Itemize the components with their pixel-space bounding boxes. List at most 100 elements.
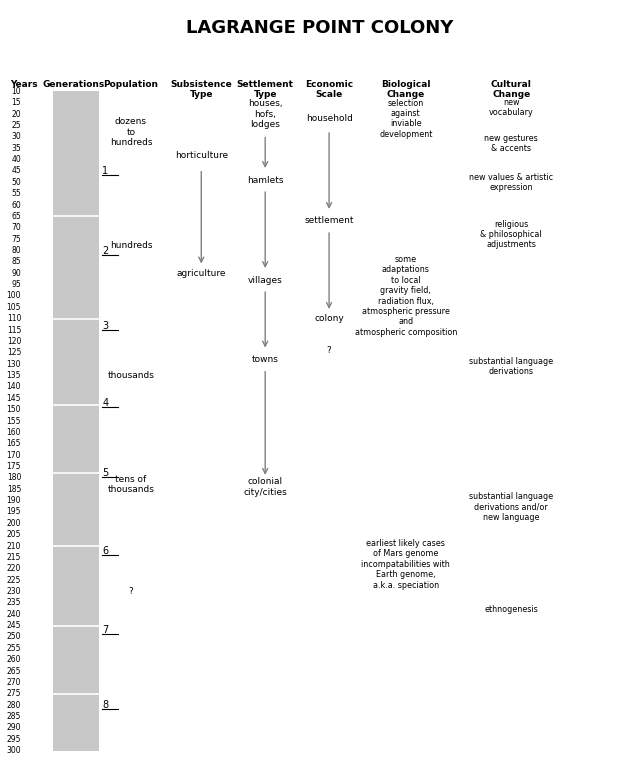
Text: 140: 140 — [6, 383, 21, 392]
Text: colony: colony — [314, 314, 344, 323]
Text: 175: 175 — [6, 462, 21, 471]
Text: 250: 250 — [6, 632, 21, 642]
Text: 210: 210 — [7, 542, 21, 550]
Text: 60: 60 — [12, 200, 21, 210]
Text: 100: 100 — [6, 292, 21, 300]
Text: 260: 260 — [6, 655, 21, 664]
Text: 20: 20 — [12, 110, 21, 119]
Text: Economic
Scale: Economic Scale — [305, 80, 353, 99]
Text: 75: 75 — [12, 235, 21, 244]
Text: 205: 205 — [6, 530, 21, 539]
Text: 220: 220 — [7, 565, 21, 573]
Text: 255: 255 — [6, 644, 21, 653]
Text: 15: 15 — [12, 98, 21, 107]
Bar — [53, 91, 99, 216]
Bar — [53, 473, 99, 546]
Bar — [53, 405, 99, 473]
Text: substantial language
derivations: substantial language derivations — [469, 357, 553, 376]
Text: 1: 1 — [102, 166, 109, 176]
Text: 110: 110 — [7, 314, 21, 323]
Text: 50: 50 — [12, 178, 21, 187]
Text: 115: 115 — [7, 325, 21, 335]
Text: some
adaptations
to local
gravity field,
radiation flux,
atmospheric pressure
an: some adaptations to local gravity field,… — [355, 255, 457, 337]
Text: 155: 155 — [6, 417, 21, 425]
Text: 5: 5 — [102, 469, 109, 479]
Text: 160: 160 — [6, 428, 21, 437]
Text: 295: 295 — [6, 735, 21, 744]
Text: settlement: settlement — [304, 216, 354, 226]
Text: villages: villages — [248, 276, 282, 284]
Text: 245: 245 — [6, 621, 21, 630]
Text: new values & artistic
expression: new values & artistic expression — [469, 173, 553, 192]
Text: 215: 215 — [7, 553, 21, 562]
Bar — [53, 546, 99, 626]
Text: tens of
thousands: tens of thousands — [107, 475, 155, 495]
Text: 3: 3 — [102, 321, 109, 331]
Text: 40: 40 — [12, 155, 21, 164]
Text: household: household — [305, 114, 353, 123]
Text: Generations: Generations — [42, 80, 105, 89]
Text: 7: 7 — [102, 625, 109, 636]
Text: agriculture: agriculture — [176, 269, 226, 277]
Text: 90: 90 — [12, 269, 21, 277]
Text: 275: 275 — [6, 690, 21, 698]
Text: 95: 95 — [12, 280, 21, 289]
Text: 2: 2 — [102, 245, 109, 255]
Text: 25: 25 — [12, 121, 21, 130]
Text: 135: 135 — [6, 371, 21, 380]
Text: religious
& philosophical
adjustments: religious & philosophical adjustments — [481, 219, 542, 249]
Text: Years: Years — [10, 80, 38, 89]
Text: 290: 290 — [6, 723, 21, 732]
Text: 30: 30 — [12, 133, 21, 141]
Text: thousands: thousands — [107, 371, 155, 380]
Bar — [53, 216, 99, 319]
Text: Cultural
Change: Cultural Change — [491, 80, 532, 99]
Text: 200: 200 — [6, 519, 21, 528]
Text: 180: 180 — [7, 473, 21, 482]
Text: 265: 265 — [6, 667, 21, 676]
Text: earliest likely cases
of Mars genome
incompatabilities with
Earth genome,
a.k.a.: earliest likely cases of Mars genome inc… — [362, 539, 450, 590]
Text: 240: 240 — [6, 610, 21, 619]
Text: 70: 70 — [12, 223, 21, 232]
Text: 120: 120 — [7, 337, 21, 346]
Text: 170: 170 — [6, 450, 21, 459]
Text: 80: 80 — [12, 246, 21, 255]
Text: new
vocabulary: new vocabulary — [489, 98, 534, 117]
Text: dozens
to
hundreds: dozens to hundreds — [110, 117, 152, 147]
Text: 165: 165 — [6, 439, 21, 448]
Text: 285: 285 — [7, 712, 21, 721]
Text: 270: 270 — [6, 678, 21, 687]
Text: 225: 225 — [7, 575, 21, 584]
Text: towns: towns — [252, 355, 279, 364]
Text: 280: 280 — [7, 701, 21, 709]
Text: 65: 65 — [12, 212, 21, 221]
Bar — [53, 626, 99, 693]
Text: houses,
hofs,
lodges: houses, hofs, lodges — [248, 99, 282, 129]
Text: new gestures
& accents: new gestures & accents — [484, 134, 538, 153]
Text: 130: 130 — [6, 360, 21, 369]
Text: 45: 45 — [12, 166, 21, 175]
Text: 185: 185 — [7, 485, 21, 494]
Text: 145: 145 — [6, 394, 21, 403]
Text: Settlement
Type: Settlement Type — [236, 80, 294, 99]
Text: hundreds: hundreds — [110, 242, 152, 251]
Text: 55: 55 — [12, 189, 21, 198]
Bar — [53, 319, 99, 405]
Text: 300: 300 — [6, 746, 21, 755]
Text: ?: ? — [128, 587, 134, 596]
Text: 6: 6 — [102, 546, 109, 555]
Text: colonial
city/cities: colonial city/cities — [243, 477, 287, 497]
Text: 8: 8 — [102, 700, 109, 710]
Text: 150: 150 — [6, 405, 21, 414]
Text: 190: 190 — [6, 496, 21, 505]
Text: LAGRANGE POINT COLONY: LAGRANGE POINT COLONY — [186, 19, 453, 37]
Text: 85: 85 — [12, 258, 21, 267]
Text: Biological
Change: Biological Change — [381, 80, 431, 99]
Text: 35: 35 — [12, 144, 21, 152]
Text: substantial language
derivations and/or
new language: substantial language derivations and/or … — [469, 492, 553, 522]
Text: ?: ? — [327, 346, 332, 355]
Bar — [53, 694, 99, 751]
Text: 105: 105 — [6, 303, 21, 312]
Text: ethnogenesis: ethnogenesis — [484, 605, 538, 614]
Text: horticulture: horticulture — [174, 151, 228, 159]
